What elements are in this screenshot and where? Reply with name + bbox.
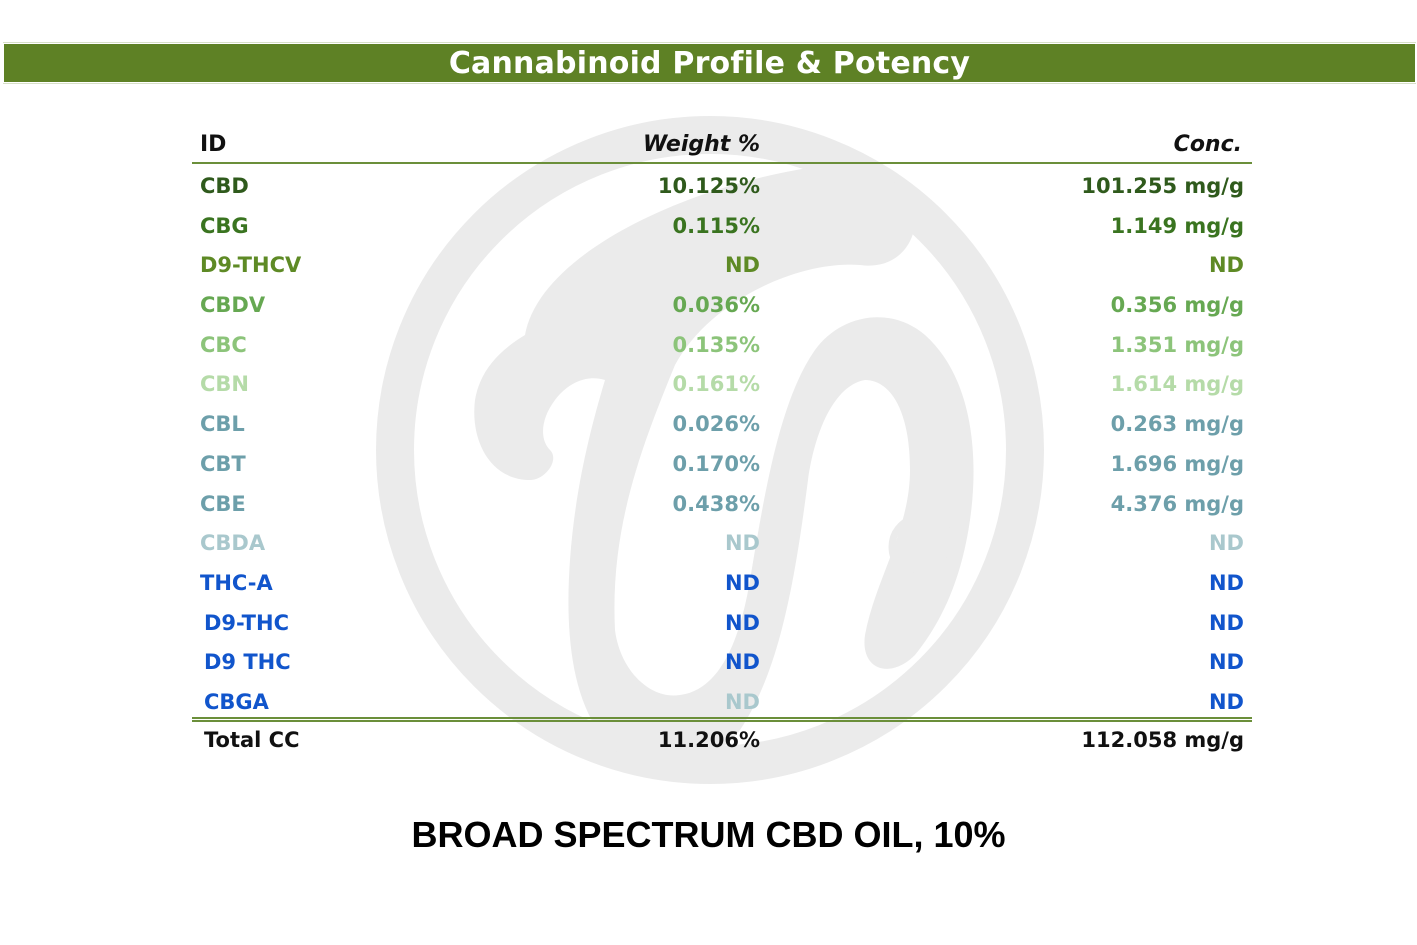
- header-bar: Cannabinoid Profile & Potency: [3, 42, 1416, 84]
- row-weight: 0.135%: [672, 332, 760, 357]
- row-weight: ND: [724, 570, 760, 595]
- total-label: Total CC: [204, 728, 300, 752]
- table-row: CBDA ND ND: [192, 521, 1252, 561]
- row-weight: ND: [724, 689, 760, 714]
- row-id: THC-A: [200, 570, 273, 595]
- row-id: D9-THCV: [200, 253, 302, 278]
- row-weight: 0.036%: [672, 293, 760, 318]
- row-weight: 0.026%: [672, 412, 760, 437]
- table-row: CBC 0.135% 1.351 mg/g: [192, 323, 1252, 363]
- row-conc: ND: [1208, 610, 1244, 635]
- table-header: ID Weight % Conc.: [192, 128, 1252, 164]
- row-weight: 0.170%: [672, 451, 760, 476]
- table-row: CBL 0.026% 0.263 mg/g: [192, 402, 1252, 442]
- total-conc: 112.058 mg/g: [1081, 728, 1244, 752]
- table-row: D9-THCV ND ND: [192, 243, 1252, 283]
- page-title: Cannabinoid Profile & Potency: [448, 45, 971, 81]
- row-conc: 101.255 mg/g: [1081, 174, 1244, 198]
- table-row: CBD 10.125% 101.255 mg/g: [192, 164, 1252, 204]
- column-header-id: ID: [200, 132, 227, 157]
- row-id: D9-THC: [204, 610, 289, 635]
- row-weight: ND: [724, 253, 760, 278]
- row-weight: 10.125%: [657, 174, 760, 198]
- table-row: CBG 0.115% 1.149 mg/g: [192, 204, 1252, 244]
- row-conc: ND: [1208, 570, 1244, 595]
- row-weight: 0.438%: [672, 491, 760, 516]
- table-row: CBT 0.170% 1.696 mg/g: [192, 442, 1252, 482]
- row-id: CBGA: [204, 689, 269, 714]
- product-title: BROAD SPECTRUM CBD OIL, 10%: [411, 814, 1006, 855]
- row-conc: 1.351 mg/g: [1110, 332, 1244, 357]
- row-conc: ND: [1208, 650, 1244, 675]
- row-id: CBD: [200, 174, 249, 198]
- table-row: D9-THC ND ND: [192, 601, 1252, 641]
- row-id: CBL: [200, 412, 245, 437]
- row-conc: 4.376 mg/g: [1110, 491, 1244, 516]
- row-id: CBE: [200, 491, 246, 516]
- row-id: D9 THC: [204, 650, 291, 675]
- table-row: CBE 0.438% 4.376 mg/g: [192, 482, 1252, 522]
- row-weight: ND: [724, 531, 760, 556]
- row-weight: ND: [724, 650, 760, 675]
- table-row: CBDV 0.036% 0.356 mg/g: [192, 283, 1252, 323]
- row-id: CBT: [200, 451, 246, 476]
- row-conc: ND: [1208, 531, 1244, 556]
- row-conc: 1.149 mg/g: [1110, 213, 1244, 238]
- row-id: CBC: [200, 332, 247, 357]
- row-id: CBDA: [200, 531, 266, 556]
- table-row: CBN 0.161% 1.614 mg/g: [192, 362, 1252, 402]
- row-weight: ND: [724, 610, 760, 635]
- row-id: CBN: [200, 372, 249, 397]
- header-bar-fill: Cannabinoid Profile & Potency: [4, 44, 1415, 82]
- total-divider: [192, 717, 1252, 722]
- total-row: Total CC 11.206% 112.058 mg/g: [192, 724, 1252, 764]
- row-conc: 1.614 mg/g: [1110, 372, 1244, 397]
- row-conc: ND: [1208, 253, 1244, 278]
- row-conc: 0.263 mg/g: [1110, 412, 1244, 437]
- table-row: THC-A ND ND: [192, 561, 1252, 601]
- row-weight: 0.161%: [672, 372, 760, 397]
- cannabinoid-table: ID Weight % Conc. CBD 10.125% 101.255 mg…: [192, 128, 1252, 752]
- table-row: D9 THC ND ND: [192, 640, 1252, 680]
- row-id: CBDV: [200, 293, 266, 318]
- row-conc: ND: [1208, 689, 1244, 714]
- total-weight: 11.206%: [657, 728, 760, 752]
- row-id: CBG: [200, 213, 249, 238]
- row-conc: 0.356 mg/g: [1110, 293, 1244, 318]
- column-header-weight: Weight %: [643, 132, 760, 157]
- row-conc: 1.696 mg/g: [1110, 451, 1244, 476]
- row-weight: 0.115%: [672, 213, 760, 238]
- table-row: CBGA ND ND: [192, 680, 1252, 720]
- column-header-conc: Conc.: [1173, 132, 1242, 157]
